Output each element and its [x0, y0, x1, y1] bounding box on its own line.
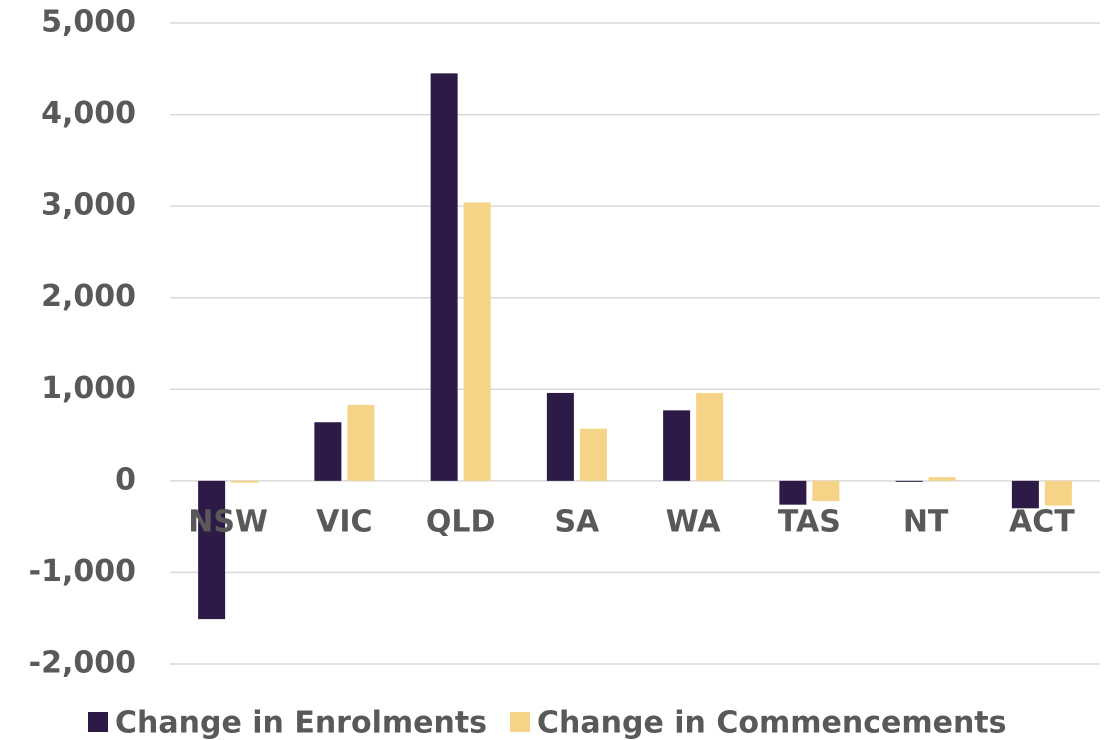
bar — [812, 480, 840, 502]
y-tick-label: 2,000 — [41, 279, 136, 314]
legend-label: Change in Commencements — [537, 706, 1006, 740]
y-tick-label: -1,000 — [29, 554, 136, 589]
bar — [895, 480, 923, 482]
bar — [463, 202, 491, 481]
bar — [1044, 480, 1072, 506]
bar — [231, 480, 259, 483]
legend-swatch — [88, 712, 108, 732]
legend-swatch — [510, 712, 531, 732]
y-tick-label: 5,000 — [41, 5, 136, 40]
bar — [928, 477, 956, 481]
y-tick-label: -2,000 — [29, 646, 136, 681]
bar — [347, 404, 375, 481]
bar — [546, 392, 574, 481]
x-tick-label: QLD — [426, 504, 496, 539]
x-tick-label: ACT — [1009, 504, 1075, 539]
bar — [198, 480, 226, 620]
bar — [696, 392, 724, 481]
bar — [579, 428, 607, 481]
bar — [663, 410, 691, 481]
x-tick-label: NSW — [188, 504, 268, 539]
bar — [430, 73, 458, 481]
x-tick-label: NT — [903, 504, 949, 539]
bar — [314, 422, 342, 481]
bar — [779, 480, 807, 505]
bar — [1011, 480, 1039, 509]
x-tick-label: WA — [666, 504, 722, 539]
y-tick-label: 0 — [115, 462, 136, 497]
x-tick-label: TAS — [778, 504, 841, 539]
x-tick-label: SA — [554, 504, 600, 539]
y-tick-label: 4,000 — [41, 96, 136, 131]
y-tick-label: 3,000 — [41, 188, 136, 223]
x-tick-label: VIC — [316, 504, 372, 539]
y-tick-label: 1,000 — [41, 371, 136, 406]
legend-label: Change in Enrolments — [115, 706, 487, 740]
